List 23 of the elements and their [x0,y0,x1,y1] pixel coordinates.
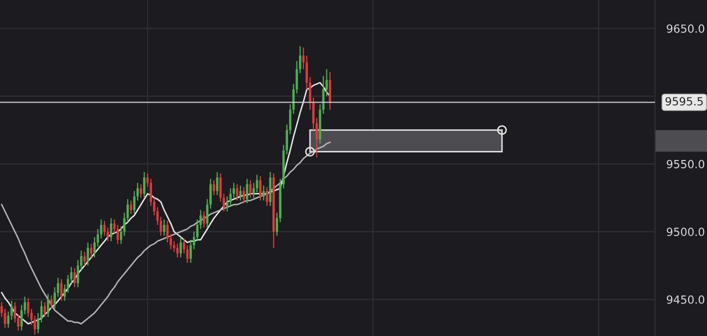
candlestick [90,243,92,258]
candlestick [86,242,90,266]
candlestick [110,218,112,242]
candlestick [73,268,76,288]
y-tick-label: 9550.0 [666,160,704,168]
ref-line-label: 9595.5 [666,97,703,106]
candlestick [60,278,63,302]
candlestick [236,184,238,202]
y-tick-label: 9500.0 [666,228,704,236]
candlestick [249,180,252,198]
candlestick [229,188,232,206]
candlestick [242,186,245,204]
line-series [0,142,331,324]
candlestick [50,294,53,310]
candlestick [180,236,182,258]
candlestick [262,185,265,202]
candlestick [143,172,146,198]
candlestick [259,176,262,202]
candlestick [216,172,218,196]
candlestick [163,218,166,236]
y-tick-label: 9450.0 [666,295,704,304]
y-tick-label: 9650.0 [666,24,704,33]
candlestick [44,302,46,318]
